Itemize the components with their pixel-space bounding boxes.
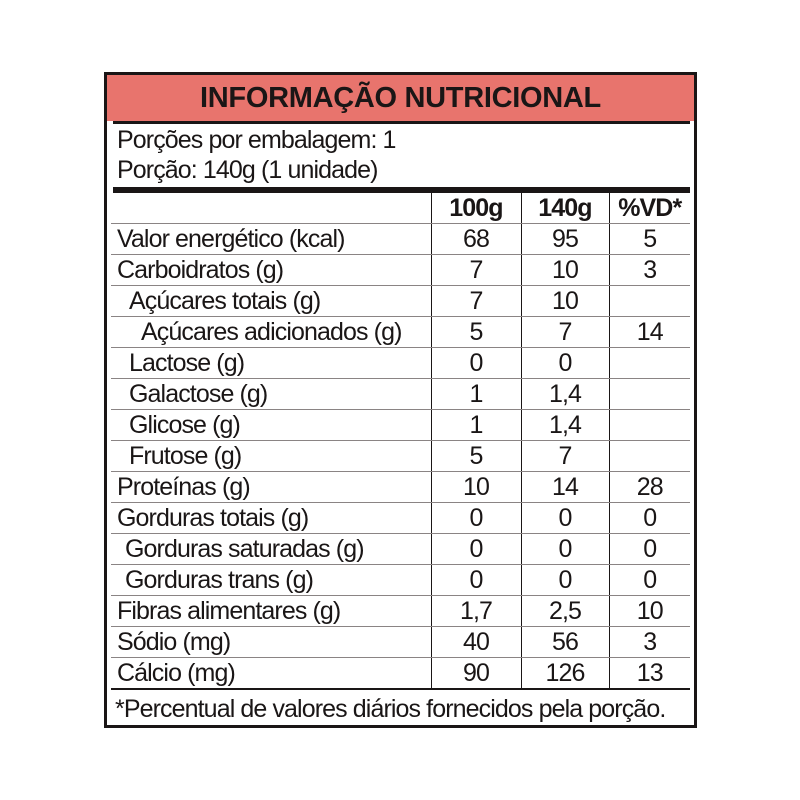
- nutrition-label: INFORMAÇÃO NUTRICIONAL Porções por embal…: [104, 72, 697, 728]
- value-140g: 95: [520, 223, 609, 255]
- column-header-vd: %VD*: [608, 193, 690, 224]
- value-140g: 2,5: [520, 595, 609, 627]
- nutrient-label: Açúcares totais (g): [111, 285, 431, 317]
- nutrient-label: Valor energético (kcal): [111, 223, 431, 255]
- table-row: Glicose (g) 1 1,4: [111, 409, 690, 441]
- column-header-100g: 100g: [430, 193, 521, 224]
- value-140g: 0: [520, 502, 609, 534]
- value-100g: 0: [430, 347, 521, 379]
- value-vd: 10: [608, 595, 690, 627]
- value-100g: 40: [430, 626, 521, 658]
- value-vd: 13: [608, 657, 690, 690]
- table-row: Gorduras trans (g) 0 0 0: [111, 564, 690, 596]
- value-100g: 1: [430, 409, 521, 441]
- table-row: Valor energético (kcal) 68 95 5: [111, 223, 690, 255]
- nutrient-label: Gorduras trans (g): [111, 564, 431, 596]
- table-row: Gorduras totais (g) 0 0 0: [111, 502, 690, 534]
- value-140g: 126: [520, 657, 609, 690]
- label-title: INFORMAÇÃO NUTRICIONAL: [200, 82, 601, 114]
- value-vd: 0: [608, 502, 690, 534]
- nutrient-label: Cálcio (mg): [111, 657, 431, 690]
- value-vd: [608, 378, 690, 410]
- nutrient-label: Fibras alimentares (g): [111, 595, 431, 627]
- value-140g: 10: [520, 254, 609, 286]
- value-140g: 0: [520, 564, 609, 596]
- value-100g: 5: [430, 316, 521, 348]
- nutrient-label: Frutose (g): [111, 440, 431, 472]
- nutrient-label: Gorduras saturadas (g): [111, 533, 431, 565]
- value-100g: 7: [430, 285, 521, 317]
- nutrient-label: Sódio (mg): [111, 626, 431, 658]
- value-140g: 14: [520, 471, 609, 503]
- value-100g: 7: [430, 254, 521, 286]
- table-row: Açúcares adicionados (g) 5 7 14: [111, 316, 690, 348]
- footnote: *Percentual de valores diários fornecido…: [115, 695, 666, 723]
- value-100g: 1,7: [430, 595, 521, 627]
- value-vd: 5: [608, 223, 690, 255]
- value-vd: 0: [608, 533, 690, 565]
- table-row: Cálcio (mg) 90 126 13: [111, 657, 690, 690]
- value-140g: 0: [520, 347, 609, 379]
- value-vd: [608, 440, 690, 472]
- value-100g: 68: [430, 223, 521, 255]
- value-vd: [608, 347, 690, 379]
- value-100g: 90: [430, 657, 521, 690]
- value-100g: 5: [430, 440, 521, 472]
- table-row: Sódio (mg) 40 56 3: [111, 626, 690, 658]
- value-vd: 3: [608, 626, 690, 658]
- portions-per-package: Porções por embalagem: 1: [117, 126, 396, 154]
- portion-info: Porções por embalagem: 1 Porção: 140g (1…: [117, 125, 396, 185]
- value-100g: 10: [430, 471, 521, 503]
- value-vd: [608, 409, 690, 441]
- table-row: Fibras alimentares (g) 1,7 2,5 10: [111, 595, 690, 627]
- value-100g: 0: [430, 564, 521, 596]
- value-140g: 10: [520, 285, 609, 317]
- column-header-140g: 140g: [520, 193, 609, 224]
- value-vd: 3: [608, 254, 690, 286]
- table-row: Lactose (g) 0 0: [111, 347, 690, 379]
- value-140g: 0: [520, 533, 609, 565]
- value-140g: 7: [520, 316, 609, 348]
- column-header-label: [111, 193, 431, 224]
- table-row: Açúcares totais (g) 7 10: [111, 285, 690, 317]
- nutrition-table: 100g 140g %VD* Valor energético (kcal) 68…: [111, 193, 690, 690]
- table-row: Proteínas (g) 10 14 28: [111, 471, 690, 503]
- table-row: Galactose (g) 1 1,4: [111, 378, 690, 410]
- nutrient-label: Carboidratos (g): [111, 254, 431, 286]
- label-header: INFORMAÇÃO NUTRICIONAL: [107, 75, 694, 121]
- nutrient-label: Glicose (g): [111, 409, 431, 441]
- portion-size: Porção: 140g (1 unidade): [117, 156, 378, 184]
- nutrient-label: Galactose (g): [111, 378, 431, 410]
- table-row: Gorduras saturadas (g) 0 0 0: [111, 533, 690, 565]
- value-100g: 1: [430, 378, 521, 410]
- nutrient-label: Lactose (g): [111, 347, 431, 379]
- value-140g: 1,4: [520, 378, 609, 410]
- value-140g: 1,4: [520, 409, 609, 441]
- value-140g: 7: [520, 440, 609, 472]
- header-divider: [113, 121, 690, 124]
- value-vd: 0: [608, 564, 690, 596]
- table-header-row: 100g 140g %VD*: [111, 193, 690, 224]
- value-100g: 0: [430, 502, 521, 534]
- value-vd: 14: [608, 316, 690, 348]
- thick-divider: [113, 187, 690, 193]
- value-vd: 28: [608, 471, 690, 503]
- nutrient-label: Gorduras totais (g): [111, 502, 431, 534]
- value-vd: [608, 285, 690, 317]
- table-row: Frutose (g) 5 7: [111, 440, 690, 472]
- nutrient-label: Açúcares adicionados (g): [111, 316, 431, 348]
- value-100g: 0: [430, 533, 521, 565]
- table-row: Carboidratos (g) 7 10 3: [111, 254, 690, 286]
- nutrient-label: Proteínas (g): [111, 471, 431, 503]
- value-140g: 56: [520, 626, 609, 658]
